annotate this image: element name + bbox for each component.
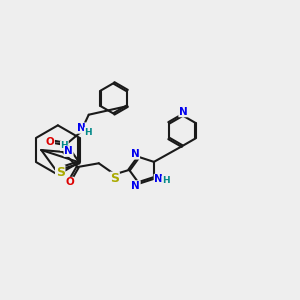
- Text: H: H: [162, 176, 169, 185]
- Text: N: N: [77, 123, 86, 133]
- Text: O: O: [65, 177, 74, 188]
- Text: H: H: [85, 128, 92, 137]
- Text: N: N: [64, 146, 73, 156]
- Text: S: S: [110, 172, 119, 185]
- Text: N: N: [131, 149, 140, 159]
- Text: S: S: [56, 166, 65, 178]
- Text: N: N: [131, 181, 140, 191]
- Text: O: O: [46, 136, 54, 147]
- Text: H: H: [61, 141, 68, 150]
- Text: N: N: [154, 174, 163, 184]
- Text: N: N: [179, 106, 188, 117]
